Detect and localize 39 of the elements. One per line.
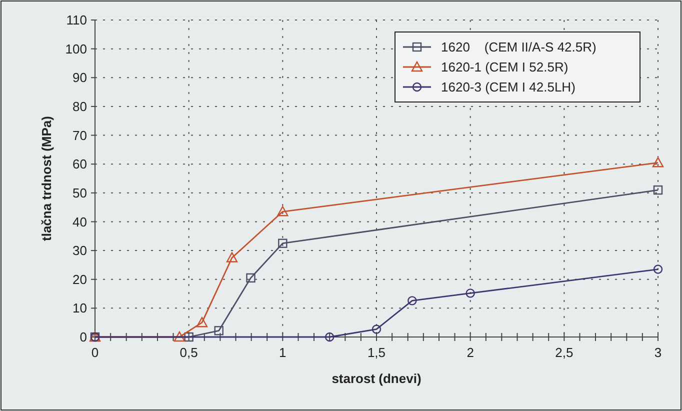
y-axis-title: tlačna trdnost (MPa)	[39, 116, 54, 241]
legend-label: 1620-1 (CEM I 52.5R)	[441, 60, 568, 75]
point	[324, 332, 334, 342]
x-tick-label: 1	[279, 345, 286, 360]
y-tick-label: 90	[72, 70, 87, 86]
point	[466, 288, 475, 298]
point	[372, 324, 382, 334]
y-tick-label: 20	[72, 272, 87, 287]
x-tick-label: 2,5	[555, 345, 574, 360]
point	[174, 331, 186, 342]
x-tick-label: 3	[654, 345, 662, 360]
point	[653, 264, 663, 274]
y-tick-label: 50	[72, 185, 87, 200]
point	[653, 185, 663, 195]
point	[226, 252, 238, 262]
y-tick-label: 70	[72, 128, 87, 143]
y-tick-label: 100	[65, 41, 87, 56]
point	[196, 316, 208, 328]
point	[652, 157, 664, 168]
point	[246, 273, 256, 283]
y-tick-label: 30	[72, 243, 87, 258]
y-tick-label: 60	[72, 156, 87, 172]
point	[408, 296, 417, 306]
y-tick-label: 110	[66, 12, 87, 28]
x-tick-label: 0	[91, 345, 99, 360]
y-tick-label: 10	[72, 300, 87, 316]
legend-label: 1620-3 (CEM I 42.5LH)	[441, 80, 576, 95]
y-tick-label: 0	[80, 330, 87, 345]
y-tick-label: 40	[72, 214, 87, 230]
y-tick-label: 80	[72, 99, 87, 114]
point	[184, 332, 194, 342]
point	[214, 326, 224, 336]
x-tick-label: 2	[466, 345, 474, 360]
point	[277, 206, 288, 216]
x-tick-label: 0,5	[180, 345, 198, 360]
x-axis-title: starost (dnevi)	[332, 371, 422, 386]
legend-label: 1620 (CEM II/A-S 42.5R)	[441, 40, 596, 55]
x-tick-label: 1,5	[367, 345, 386, 360]
point	[278, 238, 288, 248]
